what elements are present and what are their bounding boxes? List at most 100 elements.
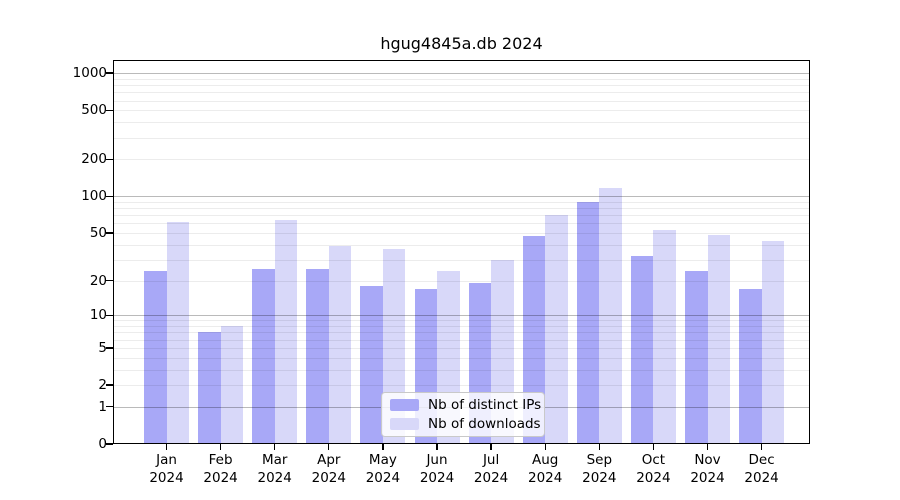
bar-distinct-ips-feb bbox=[198, 332, 221, 444]
chart-title: hgug4845a.db 2024 bbox=[380, 34, 543, 53]
x-tick-label-aug: Aug 2024 bbox=[528, 452, 563, 486]
y-tick-mark bbox=[106, 279, 113, 282]
y-tick-label: 500 bbox=[81, 102, 107, 119]
y-tick-label: 200 bbox=[81, 151, 107, 168]
bar-downloads-sep bbox=[599, 188, 622, 444]
legend: Nb of distinct IPs Nb of downloads bbox=[381, 392, 545, 437]
downloads-swatch bbox=[390, 418, 419, 430]
legend-label: Nb of distinct IPs bbox=[428, 397, 542, 413]
legend-item-downloads: Nb of downloads bbox=[390, 416, 541, 432]
minor-gridline bbox=[113, 122, 810, 124]
x-tick-label-may: May 2024 bbox=[365, 452, 401, 486]
y-tick-mark bbox=[106, 443, 113, 445]
x-tick-label-nov: Nov 2024 bbox=[690, 452, 725, 486]
minor-gridline bbox=[113, 244, 810, 246]
y-tick-mark bbox=[106, 406, 113, 408]
minor-gridline bbox=[113, 326, 810, 328]
minor-gridline bbox=[113, 320, 810, 322]
minor-gridline bbox=[113, 85, 810, 87]
bar-distinct-ips-oct bbox=[630, 256, 654, 444]
minor-gridline bbox=[113, 201, 810, 203]
y-tick-mark bbox=[106, 232, 113, 234]
major-gridline bbox=[113, 315, 810, 317]
x-tick-label-sep: Sep 2024 bbox=[582, 452, 617, 486]
x-tick-mark bbox=[760, 444, 763, 450]
bar-distinct-ips-sep bbox=[576, 201, 600, 444]
y-tick-label: 10 bbox=[89, 307, 107, 324]
minor-gridline bbox=[113, 357, 810, 359]
y-tick-mark bbox=[106, 347, 113, 349]
bar-distinct-ips-may bbox=[360, 285, 383, 444]
minor-gridline bbox=[113, 385, 810, 387]
minor-gridline bbox=[113, 347, 810, 349]
plot-area: Nb of distinct IPs Nb of downloads 0 1 2 5 1… bbox=[73, 60, 810, 486]
legend-item-distinct-ips: Nb of distinct IPs bbox=[390, 397, 541, 413]
minor-gridline bbox=[113, 223, 810, 225]
x-tick-mark bbox=[706, 444, 709, 450]
y-tick-label: 50 bbox=[89, 224, 107, 241]
y-tick-label: 0 bbox=[98, 436, 107, 452]
bar-distinct-ips-nov bbox=[685, 271, 708, 444]
bar-downloads-mar bbox=[274, 219, 298, 444]
bar-distinct-ips-jan bbox=[144, 271, 167, 444]
bar-distinct-ips-dec bbox=[739, 288, 762, 444]
distinct-ips-swatch bbox=[390, 399, 419, 411]
x-tick-mark bbox=[436, 444, 438, 450]
bar-downloads-feb bbox=[220, 326, 244, 444]
bar-downloads-nov bbox=[707, 235, 730, 444]
y-tick-label: 1 bbox=[98, 398, 107, 415]
x-tick-label-oct: Oct 2024 bbox=[636, 452, 671, 486]
x-tick-mark bbox=[165, 444, 168, 450]
bar-downloads-dec bbox=[761, 240, 785, 444]
minor-gridline bbox=[113, 92, 810, 94]
bar-downloads-aug bbox=[545, 215, 568, 444]
y-tick-mark bbox=[106, 72, 113, 74]
x-tick-mark bbox=[544, 444, 546, 450]
x-tick-mark bbox=[382, 444, 384, 450]
minor-gridline bbox=[113, 332, 810, 334]
minor-gridline bbox=[113, 339, 810, 341]
bar-downloads-apr bbox=[328, 246, 352, 444]
minor-gridline bbox=[113, 137, 810, 139]
minor-gridline bbox=[113, 232, 810, 234]
x-tick-label-dec: Dec 2024 bbox=[744, 452, 779, 486]
minor-gridline bbox=[113, 159, 810, 161]
x-tick-label-feb: Feb 2024 bbox=[203, 452, 238, 486]
y-tick-label: 100 bbox=[81, 188, 107, 205]
major-gridline bbox=[113, 196, 810, 198]
minor-gridline bbox=[113, 100, 810, 102]
x-tick-label-jan: Jan 2024 bbox=[149, 452, 184, 486]
minor-gridline bbox=[113, 280, 810, 282]
y-tick-mark bbox=[106, 195, 113, 197]
x-tick-mark bbox=[598, 444, 600, 450]
x-tick-label-apr: Apr 2024 bbox=[311, 452, 346, 486]
minor-gridline bbox=[113, 78, 810, 80]
x-tick-mark bbox=[219, 444, 222, 450]
minor-gridline bbox=[113, 369, 810, 371]
y-tick-mark bbox=[106, 109, 113, 111]
x-tick-label-jun: Jun 2024 bbox=[419, 452, 455, 486]
legend-label: Nb of downloads bbox=[428, 416, 541, 432]
bar-distinct-ips-mar bbox=[252, 269, 275, 444]
y-tick-label: 2 bbox=[98, 377, 107, 394]
x-tick-label-jul: Jul 2024 bbox=[473, 452, 509, 486]
x-tick-mark bbox=[274, 444, 276, 450]
y-tick-label: 20 bbox=[89, 272, 107, 289]
minor-gridline bbox=[113, 259, 810, 261]
y-tick-mark bbox=[106, 158, 113, 161]
bar-downloads-jan bbox=[166, 221, 189, 444]
y-tick-label: 1000 bbox=[72, 65, 107, 82]
bar-downloads-oct bbox=[653, 229, 676, 444]
x-tick-mark bbox=[490, 444, 492, 450]
minor-gridline bbox=[113, 110, 810, 112]
y-tick-mark bbox=[106, 384, 113, 386]
x-tick-mark bbox=[652, 444, 655, 450]
major-gridline bbox=[113, 73, 810, 75]
minor-gridline bbox=[113, 215, 810, 217]
y-tick-label: 5 bbox=[98, 339, 107, 356]
minor-gridline bbox=[113, 208, 810, 210]
y-tick-mark bbox=[106, 314, 113, 316]
bar-distinct-ips-apr bbox=[306, 269, 329, 444]
x-tick-mark bbox=[328, 444, 330, 450]
